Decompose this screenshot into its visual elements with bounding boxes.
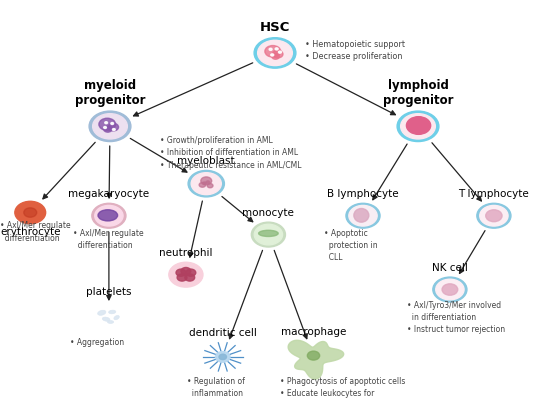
Circle shape	[113, 129, 115, 130]
Circle shape	[206, 181, 210, 183]
Text: platelets: platelets	[86, 287, 131, 297]
Circle shape	[188, 170, 224, 197]
Circle shape	[269, 48, 272, 51]
Text: • Growth/proliferation in AML
• Inhibition of differentiation in AML
• Therapeut: • Growth/proliferation in AML • Inhibiti…	[160, 136, 301, 170]
Ellipse shape	[107, 320, 114, 324]
Circle shape	[257, 40, 293, 66]
Text: NK cell: NK cell	[432, 263, 468, 273]
Circle shape	[169, 262, 203, 287]
Circle shape	[203, 182, 206, 184]
Circle shape	[219, 354, 227, 360]
Text: B lymphocyte: B lymphocyte	[327, 189, 399, 199]
Circle shape	[177, 274, 187, 281]
Circle shape	[265, 46, 280, 57]
Circle shape	[272, 50, 283, 58]
Text: erythrocyte: erythrocyte	[0, 227, 60, 237]
Circle shape	[254, 224, 283, 245]
Ellipse shape	[102, 317, 110, 321]
Text: megakaryocyte: megakaryocyte	[68, 189, 150, 199]
Circle shape	[397, 111, 439, 142]
Circle shape	[442, 284, 458, 295]
Circle shape	[15, 201, 46, 224]
Circle shape	[89, 111, 131, 142]
Circle shape	[92, 113, 128, 139]
Circle shape	[272, 54, 279, 59]
Text: • Axl/Mer regulate
  differentiation: • Axl/Mer regulate differentiation	[73, 229, 143, 250]
Circle shape	[199, 182, 206, 187]
Circle shape	[307, 351, 320, 360]
Text: • Axl/Tyro3/Mer involved
  in differentiation
• Instruct tumor rejection: • Axl/Tyro3/Mer involved in differentiat…	[407, 301, 505, 334]
Text: monocyte: monocyte	[243, 208, 294, 218]
Text: HSC: HSC	[260, 21, 290, 34]
Circle shape	[104, 127, 106, 128]
Text: • Hematopoietic support
• Decrease proliferation: • Hematopoietic support • Decrease proli…	[305, 40, 405, 61]
Polygon shape	[288, 340, 344, 379]
Text: myeloid
progenitor: myeloid progenitor	[75, 79, 145, 107]
Circle shape	[103, 126, 112, 132]
Circle shape	[406, 117, 431, 134]
Circle shape	[433, 277, 467, 302]
Circle shape	[186, 269, 196, 276]
Circle shape	[108, 123, 119, 131]
Ellipse shape	[258, 230, 278, 237]
Circle shape	[278, 51, 282, 53]
Circle shape	[251, 222, 285, 247]
Text: • Axl/Mer regulate
  differentiation: • Axl/Mer regulate differentiation	[0, 221, 70, 243]
Circle shape	[181, 267, 191, 275]
Circle shape	[436, 279, 464, 300]
Circle shape	[24, 208, 37, 217]
Ellipse shape	[98, 210, 118, 221]
Text: T lymphocyte: T lymphocyte	[459, 189, 529, 199]
Circle shape	[99, 118, 116, 130]
Text: dendritic cell: dendritic cell	[189, 328, 257, 338]
Ellipse shape	[108, 310, 116, 314]
Circle shape	[486, 210, 502, 222]
Text: • Apoptotic
  protection in
  CLL: • Apoptotic protection in CLL	[324, 229, 378, 262]
Circle shape	[271, 54, 274, 56]
Circle shape	[191, 173, 221, 194]
Circle shape	[207, 184, 213, 188]
Circle shape	[254, 38, 296, 68]
Circle shape	[349, 205, 377, 226]
Circle shape	[400, 113, 436, 139]
Circle shape	[480, 205, 508, 226]
Circle shape	[477, 203, 511, 228]
Text: lymphoid
progenitor: lymphoid progenitor	[383, 79, 453, 107]
Circle shape	[201, 177, 212, 185]
Circle shape	[176, 269, 186, 276]
Text: • Phagocytosis of apoptotic cells
• Educate leukocytes for
  migration/invasion: • Phagocytosis of apoptotic cells • Educ…	[280, 377, 406, 401]
Text: myeloblast: myeloblast	[178, 156, 235, 166]
Circle shape	[95, 205, 123, 226]
Circle shape	[185, 274, 195, 281]
Circle shape	[111, 123, 113, 124]
Text: • Regulation of
  inflammation: • Regulation of inflammation	[187, 377, 245, 398]
Circle shape	[216, 352, 230, 362]
Text: • Aggregation: • Aggregation	[70, 338, 124, 347]
Circle shape	[275, 48, 278, 50]
Text: neutrophil: neutrophil	[159, 248, 213, 258]
Ellipse shape	[98, 310, 106, 315]
Text: macrophage: macrophage	[281, 327, 346, 337]
Ellipse shape	[354, 209, 369, 222]
Ellipse shape	[114, 316, 119, 320]
Circle shape	[346, 203, 380, 228]
Circle shape	[92, 203, 126, 228]
Circle shape	[105, 122, 107, 124]
